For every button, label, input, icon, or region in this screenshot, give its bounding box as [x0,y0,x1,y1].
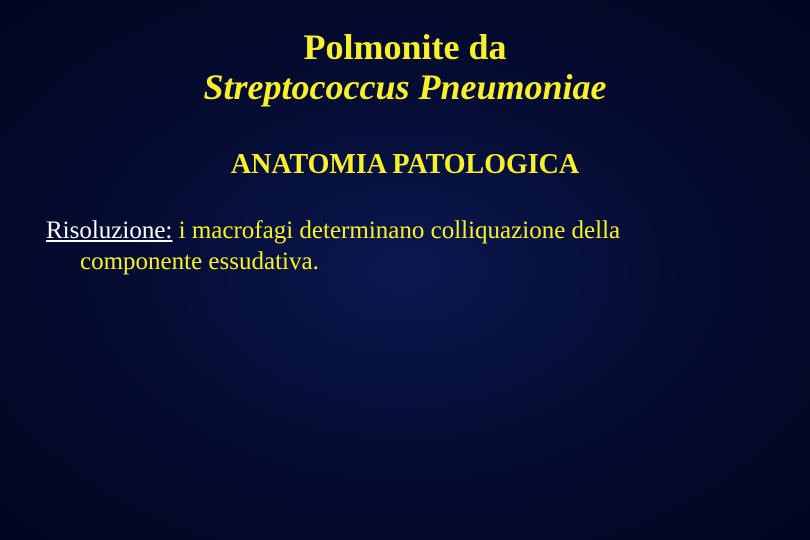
title-block: Polmonite da Streptococcus Pneumoniae [40,28,770,107]
title-line-2: Streptococcus Pneumoniae [40,68,770,108]
section-subtitle: ANATOMIA PATOLOGICA [40,149,770,181]
body-label: Risoluzione: [46,217,172,244]
title-line-1: Polmonite da [40,28,770,68]
body-paragraph: Risoluzione: i macrofagi determinano col… [40,215,770,278]
slide-container: Polmonite da Streptococcus Pneumoniae AN… [0,0,810,540]
body-text-2: componente essudativa. [46,246,319,277]
body-text-1: i macrofagi determinano colliquazione de… [172,217,620,244]
